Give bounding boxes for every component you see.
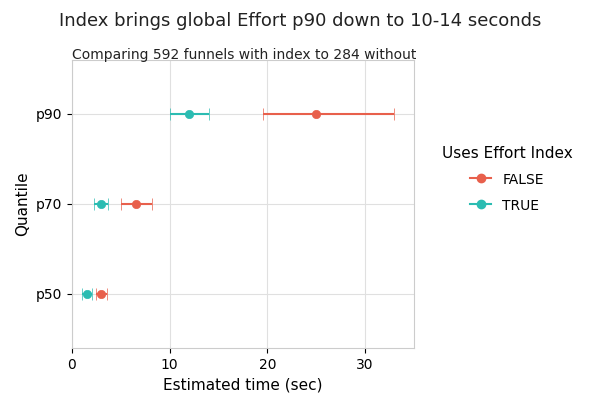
Legend: FALSE, TRUE: FALSE, TRUE <box>434 139 579 220</box>
X-axis label: Estimated time (sec): Estimated time (sec) <box>163 377 323 392</box>
Text: Index brings global Effort p90 down to 10-14 seconds: Index brings global Effort p90 down to 1… <box>59 12 541 30</box>
Text: Comparing 592 funnels with index to 284 without: Comparing 592 funnels with index to 284 … <box>72 48 416 62</box>
Y-axis label: Quantile: Quantile <box>15 172 30 236</box>
